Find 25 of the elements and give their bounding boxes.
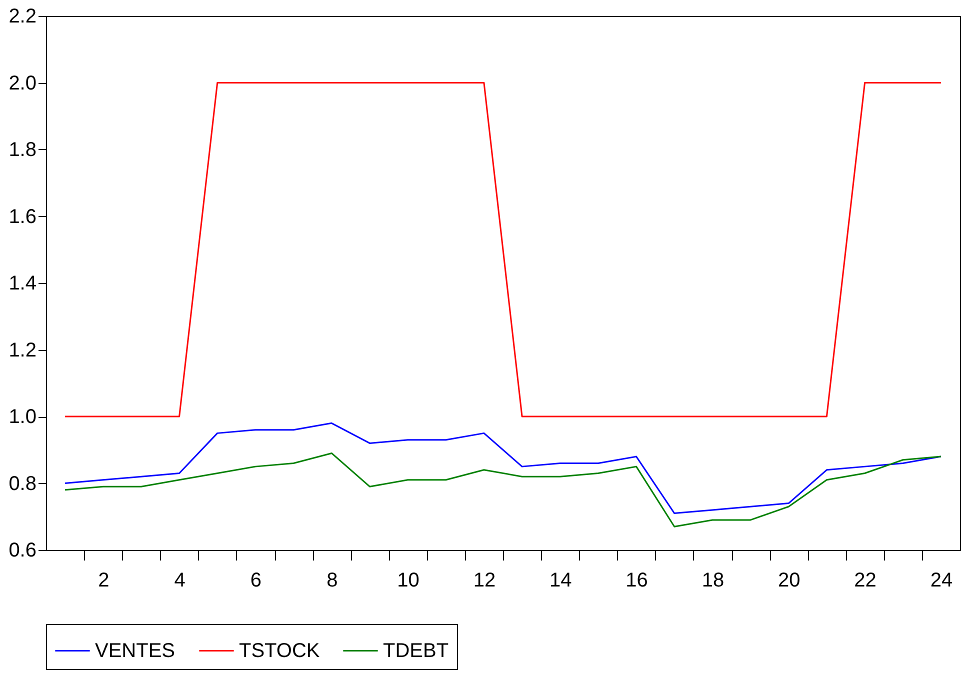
- legend-label: TSTOCK: [239, 640, 320, 662]
- y-tick-label: 1.2: [8, 339, 36, 362]
- x-tick-label: 8: [326, 570, 338, 592]
- x-tick-label: 14: [550, 570, 572, 592]
- x-tick-label: 16: [626, 570, 648, 592]
- y-tick-label: 0.8: [8, 472, 36, 495]
- y-tick-label: 1.6: [8, 206, 36, 228]
- x-tick-label: 12: [473, 570, 496, 592]
- x-tick-label: 6: [250, 570, 262, 592]
- y-tick-label: 1.4: [8, 272, 36, 294]
- y-tick-label: 1.0: [8, 406, 36, 428]
- legend-label: TDEBT: [383, 640, 449, 662]
- x-tick-label: 20: [778, 570, 800, 592]
- x-tick-label: 24: [930, 570, 953, 592]
- x-tick-label: 10: [397, 570, 420, 592]
- x-tick-label: 22: [854, 570, 876, 592]
- x-tick-label: 18: [702, 570, 724, 592]
- line-series: [64, 452, 942, 528]
- y-tick-label: 1.8: [8, 139, 36, 161]
- y-tick-label: 0.6: [8, 540, 36, 562]
- y-tick-label: 2.0: [8, 72, 36, 94]
- x-tick-label: 4: [174, 570, 186, 592]
- x-tick-label: 2: [98, 570, 110, 592]
- y-tick-label: 2.2: [8, 6, 36, 28]
- legend-label: VENTES: [95, 640, 176, 662]
